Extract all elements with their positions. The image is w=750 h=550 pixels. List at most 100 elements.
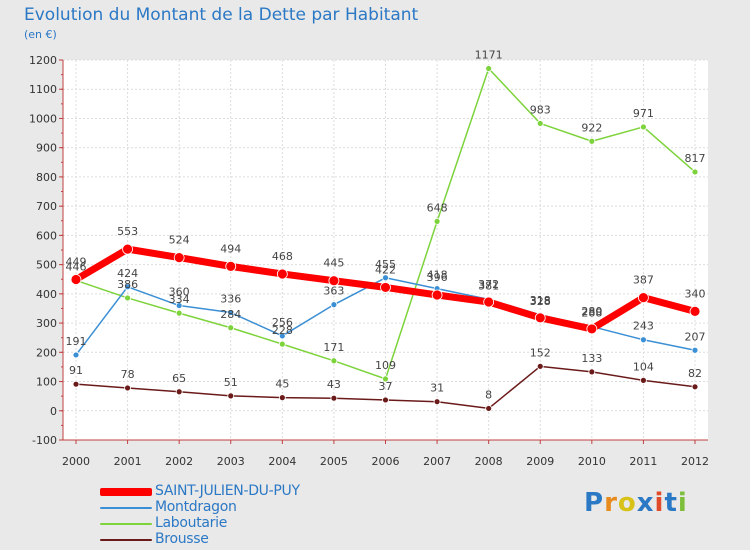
data-point	[382, 274, 389, 282]
y-tick-label: 200	[36, 346, 57, 359]
data-point	[640, 336, 647, 344]
y-tick-label: 0	[50, 405, 57, 418]
data-point	[536, 362, 544, 370]
data-label: 468	[272, 250, 293, 263]
data-point	[278, 394, 286, 402]
data-label: 449	[66, 256, 87, 269]
x-tick-label: 2010	[578, 455, 606, 468]
data-point	[638, 292, 649, 304]
data-label: 446	[66, 260, 87, 273]
y-tick-label: 300	[36, 317, 57, 330]
data-label: 817	[685, 152, 706, 165]
chart-subtitle: (en €)	[24, 28, 57, 41]
data-label: 648	[427, 201, 448, 214]
data-point	[691, 168, 699, 176]
data-point	[175, 309, 183, 317]
x-tick-label: 2004	[268, 455, 296, 468]
data-label: 360	[169, 286, 190, 299]
data-point	[640, 123, 647, 131]
data-point	[122, 243, 133, 255]
data-label: 983	[530, 103, 551, 116]
data-point	[588, 137, 596, 145]
data-point	[483, 296, 495, 308]
x-tick-label: 2008	[475, 455, 503, 468]
data-point	[691, 383, 699, 391]
data-label: 228	[272, 324, 293, 337]
legend-label: Laboutarie	[155, 515, 228, 531]
data-label: 31	[430, 382, 444, 395]
x-tick-label: 2007	[423, 455, 451, 468]
y-tick-label: 1000	[29, 112, 57, 125]
data-point	[124, 384, 131, 392]
data-point	[380, 282, 391, 293]
legend-label: Montdragon	[155, 499, 237, 515]
data-label: 207	[685, 330, 706, 343]
data-point	[534, 312, 546, 324]
y-tick-label: 600	[36, 229, 57, 242]
data-point	[382, 375, 389, 383]
data-point	[433, 217, 441, 225]
data-point	[72, 351, 80, 359]
data-point	[72, 380, 80, 388]
data-label: 386	[117, 278, 138, 291]
x-tick-label: 2011	[629, 455, 657, 468]
data-label: 328	[530, 295, 551, 308]
data-label: 424	[117, 267, 138, 280]
data-point	[124, 294, 131, 302]
data-label: 318	[530, 294, 551, 307]
data-point	[588, 368, 596, 376]
data-label: 91	[69, 364, 83, 377]
data-point	[276, 268, 288, 280]
data-label: 372	[478, 278, 499, 291]
data-label: 336	[220, 293, 241, 306]
data-point	[691, 346, 699, 354]
data-label: 284	[220, 308, 241, 321]
data-point	[175, 388, 183, 396]
data-point	[173, 252, 185, 264]
data-label: 363	[323, 285, 344, 298]
x-tick-label: 2006	[372, 455, 400, 468]
data-point	[431, 289, 443, 301]
data-label: 256	[272, 316, 293, 329]
data-point	[227, 392, 235, 400]
data-point	[433, 398, 441, 406]
data-label: 553	[117, 225, 138, 238]
y-tick-label: 1200	[29, 54, 57, 67]
legend-label: SAINT-JULIEN-DU-PUY	[155, 483, 300, 499]
data-label: 152	[530, 346, 551, 359]
brand-logo: Proxiti	[584, 488, 688, 518]
data-label: 381	[478, 279, 499, 292]
data-label: 51	[224, 376, 238, 389]
data-point	[124, 283, 131, 291]
chart-title: Evolution du Montant de la Dette par Hab…	[24, 5, 419, 25]
legend-swatch	[100, 523, 152, 525]
legend-label: Brousse	[155, 531, 209, 547]
data-point	[175, 302, 183, 309]
data-label: 922	[581, 121, 602, 134]
data-label: 109	[375, 359, 396, 372]
y-tick-label: 500	[36, 259, 57, 272]
x-tick-label: 2000	[62, 455, 90, 468]
x-tick-label: 2002	[165, 455, 193, 468]
data-point	[227, 309, 235, 316]
data-label: 191	[66, 335, 87, 348]
data-label: 8	[485, 388, 492, 401]
data-label: 445	[323, 257, 344, 270]
data-point	[485, 405, 493, 412]
data-point	[330, 394, 338, 402]
y-tick-label: -100	[32, 434, 57, 447]
x-tick-label: 2001	[114, 455, 142, 468]
data-point	[328, 275, 340, 287]
data-label: 243	[633, 320, 654, 333]
data-label: 418	[427, 269, 448, 282]
data-label: 288	[581, 307, 602, 320]
x-tick-label: 2012	[681, 455, 709, 468]
data-label: 396	[427, 271, 448, 284]
data-label: 82	[688, 367, 702, 380]
y-tick-label: 800	[36, 171, 57, 184]
data-label: 422	[375, 263, 396, 276]
y-tick-label: 900	[36, 142, 57, 155]
data-point	[689, 305, 701, 317]
